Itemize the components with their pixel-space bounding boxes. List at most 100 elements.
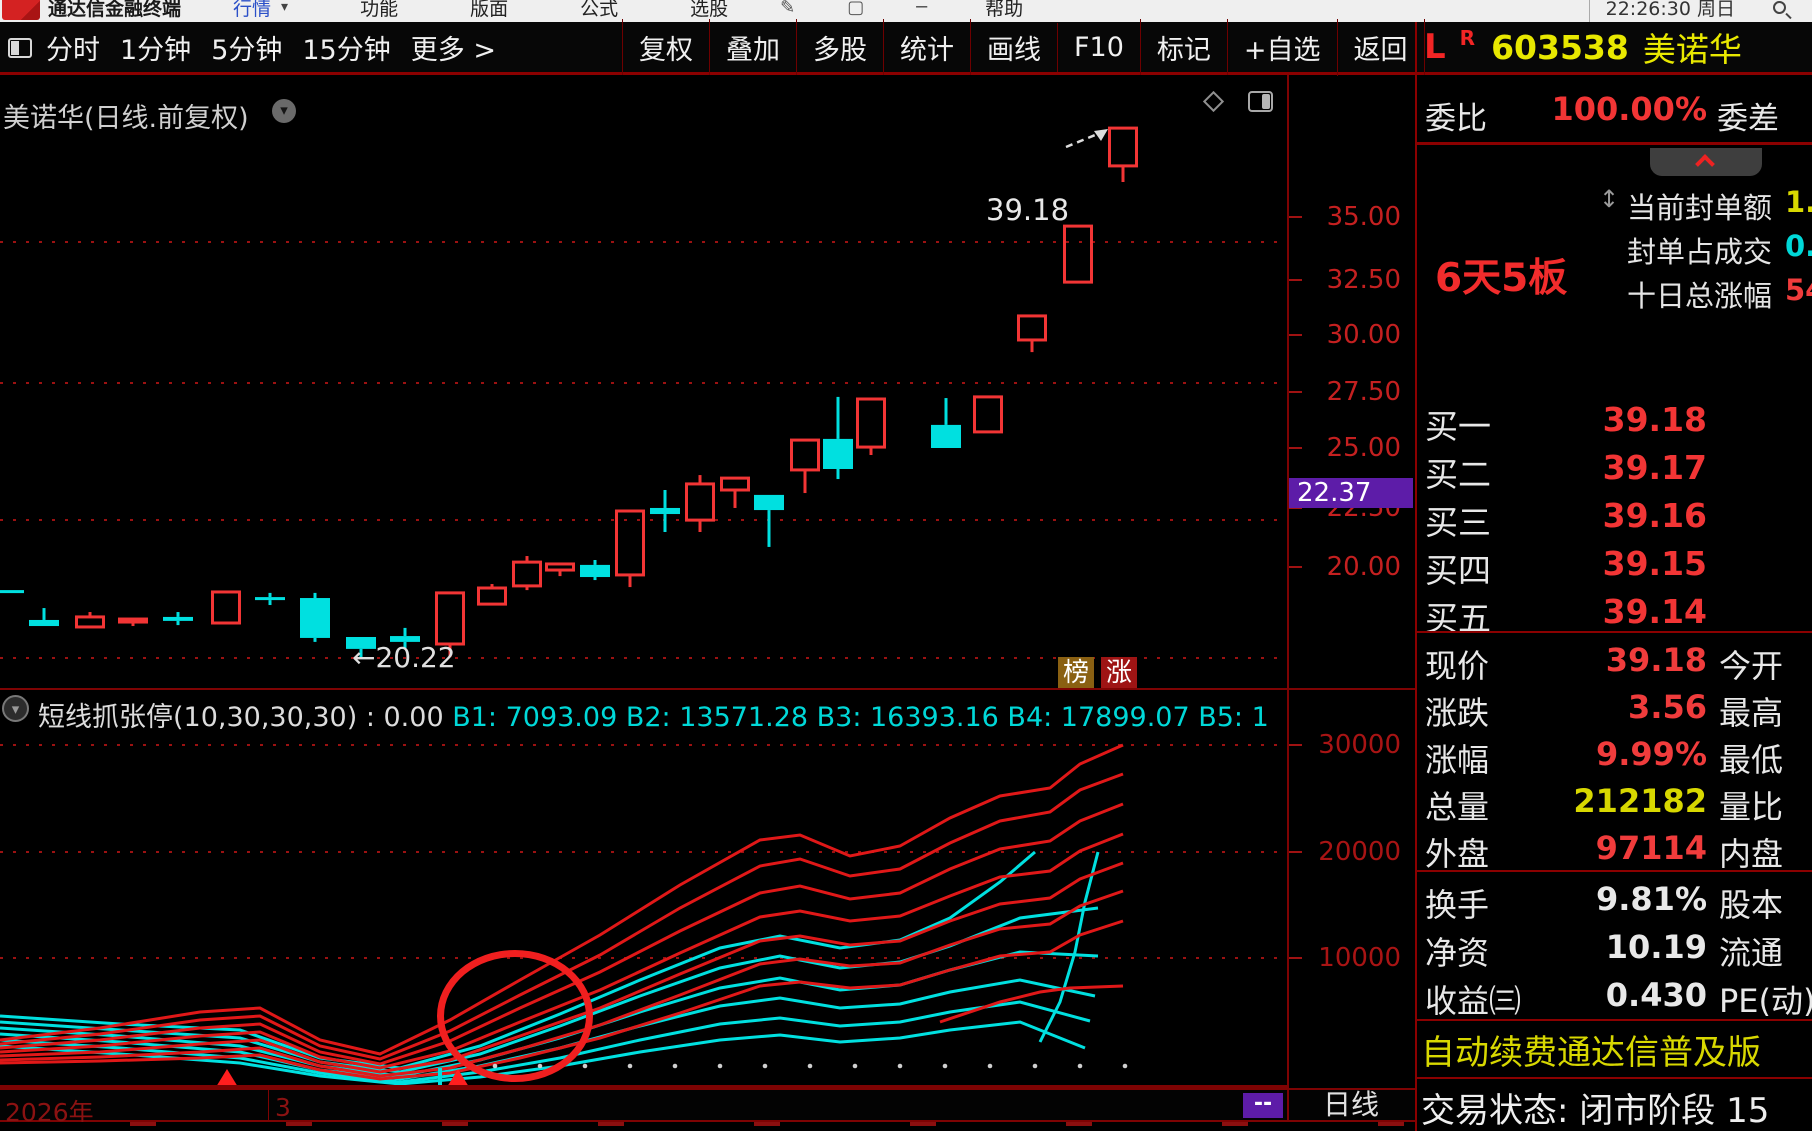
price-axis-label: 25.00 [1326,433,1401,463]
flag-l: L [1424,27,1446,67]
candlestick-canvas[interactable] [0,75,1287,688]
change-row: 涨跌 3.56 最高 [1417,682,1812,732]
chart-title-dropdown-icon[interactable]: ▾ [272,99,296,123]
button-multi-stock[interactable]: 多股 [796,18,883,76]
renewal-promo-link[interactable]: 自动续费通达信普及版 [1421,1033,1761,1073]
bid3-label: 买三 [1425,503,1491,542]
turnover-label: 换手 [1425,886,1490,924]
tab-15min[interactable]: 15分钟 [302,34,391,66]
quote-panel: 委比 100.00% 委差 ↕ 当前封单额 1. 封单占成交 0. 十日总涨幅 … [1417,75,1812,1131]
axis-more-button[interactable]: -- [1243,1093,1283,1118]
seal-amount-label: 当前封单额 [1626,191,1772,225]
candle-up [545,562,575,572]
scale-border [1287,75,1289,1122]
candle-down [0,590,24,594]
indicator-line-red [0,919,1124,1081]
button-statistics[interactable]: 统计 [883,18,970,76]
button-f10[interactable]: F10 [1057,22,1140,72]
price-axis-tick [1289,334,1302,336]
open-label: 今开 [1719,647,1784,685]
panel-border [1415,22,1417,1131]
price-axis-tick [1289,279,1302,281]
updown-arrow-icon: ↕ [1599,185,1620,213]
chevron-down-icon[interactable]: ▾ [281,0,289,15]
tab-5min[interactable]: 5分钟 [211,34,283,66]
cyan-tick [438,1068,442,1087]
side-panel-toggle-icon[interactable] [1248,91,1273,112]
candlestick-chart[interactable]: 美诺华(日线.前复权) ▾ 39.18 ←20.22 榜 涨 [0,75,1287,688]
net-asset-row: 净资 10.19 流通 [1417,922,1812,972]
date-axis: 2026年 3 -- [0,1088,1287,1127]
menu-market[interactable]: 行情 [233,0,272,20]
price-axis-label: 30.00 [1326,320,1401,350]
badge-limit-up[interactable]: 涨 [1101,657,1137,688]
chart-toolbar: 分时 1分钟 5分钟 15分钟 更多 > 复权 叠加 多股 统计 画线 F10 … [0,18,1812,76]
seal-ratio-value: 0. [1785,229,1812,263]
volume-axis-tick [1289,957,1302,959]
price-axis-tick [1289,566,1302,568]
price-axis: 35.00 32.50 30.00 27.50 25.00 22.50 20.00 22.3… [1289,75,1415,688]
weibi-label: 委比 [1425,101,1487,137]
change-pct-value: 9.99% [1595,735,1707,773]
window-icon[interactable]: ▢ [847,0,865,18]
candle-up [118,617,148,624]
net-asset-label: 净资 [1425,934,1490,972]
collapse-tab[interactable] [1650,148,1762,176]
seal-amount-row: ↕ 当前封单额 1. [1417,181,1812,225]
minimize-icon[interactable]: ─ [916,0,928,18]
button-mark[interactable]: 标记 [1139,18,1227,76]
menu-functions[interactable]: 功能 [360,0,399,20]
outer-vol-value: 97114 [1595,829,1707,867]
eps-label: 收益㈢ [1425,982,1522,1020]
candle-down [931,424,961,449]
button-back[interactable]: 返回 [1336,18,1425,76]
indicator-canvas[interactable] [0,690,1287,1088]
button-adjust-rights[interactable]: 复权 [622,18,709,76]
pen-icon[interactable]: ✎ [780,0,796,18]
change-label: 涨跌 [1425,694,1490,732]
period-label[interactable]: 日线 [1287,1088,1415,1122]
candle-down [300,598,330,638]
eps-row: 收益㈢ 0.430 PE(动) [1417,970,1812,1020]
indicator-dropdown-icon[interactable]: ▾ [2,695,29,722]
button-add-watchlist[interactable]: +自选 [1226,18,1337,76]
button-draw-line[interactable]: 画线 [970,18,1057,76]
candle-up [856,397,886,449]
candle-down [255,597,285,601]
marker-dot [852,1063,858,1069]
change-pct-label: 涨幅 [1425,741,1490,779]
menu-help[interactable]: 帮助 [985,0,1024,20]
candle-up [790,438,820,472]
indicator-pane[interactable]: ▾ 短线抓张停(10,30,30,30) : 0.00 B1: 7093.09 … [0,690,1287,1088]
indicator-line-cyan [0,1000,1091,1084]
button-overlay[interactable]: 叠加 [709,18,796,76]
price-axis-label: 27.50 [1326,377,1401,407]
tab-1min[interactable]: 1分钟 [120,34,192,66]
marker-dot [762,1063,768,1069]
high-label: 最高 [1719,694,1784,732]
candle-down [29,619,59,627]
price-axis-label: 32.50 [1326,265,1401,295]
volume-axis: 30000 20000 10000 [1289,690,1415,1088]
ten-day-gain-row: 十日总涨幅 54 [1417,269,1812,313]
badge-rank[interactable]: 榜 [1058,657,1094,688]
indicator-title: 短线抓张停(10,30,30,30) : 0.00 B1: 7093.09 B2… [38,695,1283,734]
bid2-price: 39.17 [1602,448,1707,487]
price-axis-tick [1289,507,1302,509]
indicator-line-red [0,861,1124,1074]
volume-axis-label: 20000 [1318,837,1401,867]
split-view-icon[interactable] [8,38,32,58]
tab-more-periods[interactable]: 更多 > [410,34,496,66]
indicator-line-red [939,984,1124,1024]
bid1-price: 39.18 [1602,400,1707,439]
current-price-label: 现价 [1425,647,1490,685]
tab-intraday[interactable]: 分时 [46,34,100,66]
menu-formula[interactable]: 公式 [580,0,619,20]
seal-ratio-row: 封单占成交 0. [1417,225,1812,269]
search-icon[interactable] [1773,0,1786,14]
menu-layout[interactable]: 版面 [470,0,509,20]
axis-divider [268,1090,269,1120]
candle-down [163,616,193,621]
menu-stockpick[interactable]: 选股 [690,0,729,20]
